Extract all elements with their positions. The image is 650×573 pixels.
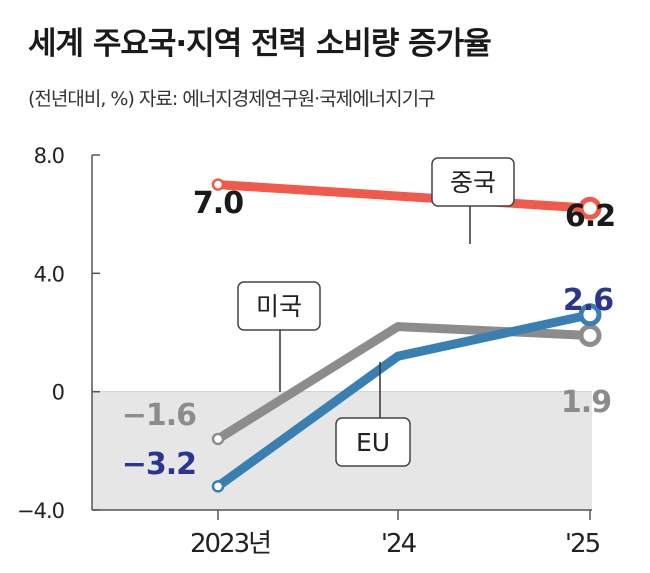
chart-title: 세계 주요국·지역 전력 소비량 증가율: [28, 26, 492, 62]
y-tick-label: 4.0: [34, 262, 64, 286]
series-line-0: [213, 180, 595, 213]
series-line-2: [213, 310, 595, 491]
series-name-label: 미국: [256, 292, 302, 321]
x-tick-label: '24: [381, 529, 417, 559]
series-name-label: 중국: [450, 168, 496, 197]
y-tick-label: 8.0: [34, 144, 64, 168]
y-tick-label: −4.0: [17, 499, 64, 523]
series-name-label: EU: [356, 428, 390, 457]
series-start-point-2: [211, 480, 225, 493]
series-end-point-2: [578, 303, 602, 327]
series-start-point-0: [211, 178, 225, 191]
start-value-label: −1.6: [122, 398, 196, 433]
end-value-label: 1.9: [561, 385, 611, 420]
x-tick-label: '25: [565, 529, 600, 559]
chart-subtitle: (전년대비, %) 자료: 에너지경제연구원·국제에너지기구: [28, 88, 436, 110]
start-value-label: 7.0: [193, 186, 243, 221]
series-end-point-1: [578, 323, 602, 347]
series-callout-box: [237, 281, 321, 331]
x-tick-label: 2023년: [190, 529, 270, 559]
series-callout-box: [335, 417, 411, 467]
series-callout-box: [431, 157, 515, 207]
series-end-point-0: [578, 196, 602, 220]
end-value-label: 6.2: [565, 199, 615, 234]
series-start-point-1: [211, 432, 225, 446]
y-tick-label: 0: [52, 381, 64, 405]
start-value-label: −3.2: [122, 447, 196, 482]
end-value-label: 2.6: [563, 283, 613, 318]
